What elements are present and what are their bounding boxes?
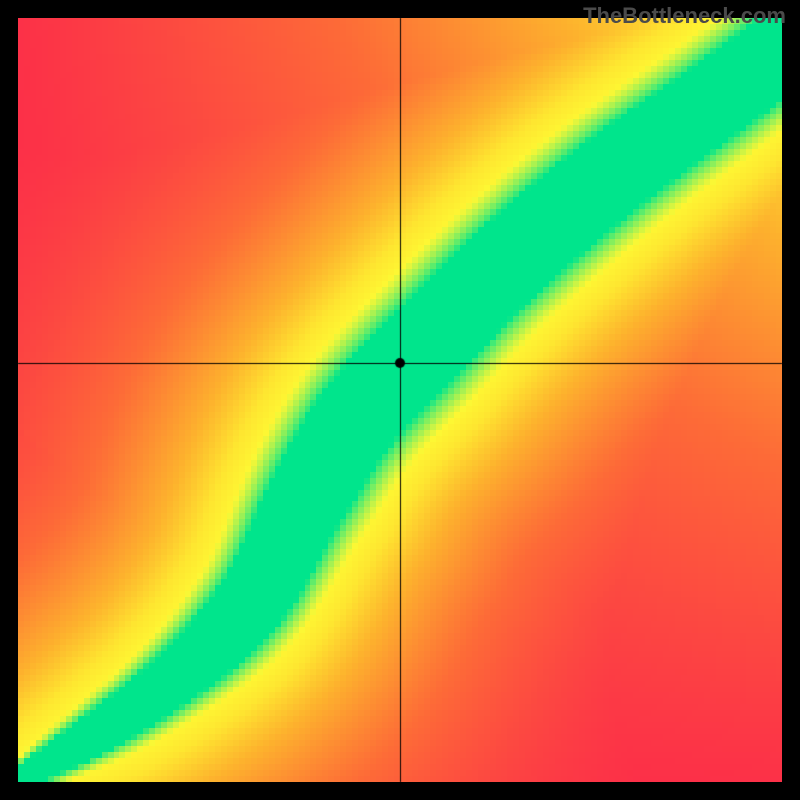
chart-container: TheBottleneck.com xyxy=(0,0,800,800)
attribution-text: TheBottleneck.com xyxy=(583,3,786,29)
crosshair-overlay xyxy=(0,0,800,800)
